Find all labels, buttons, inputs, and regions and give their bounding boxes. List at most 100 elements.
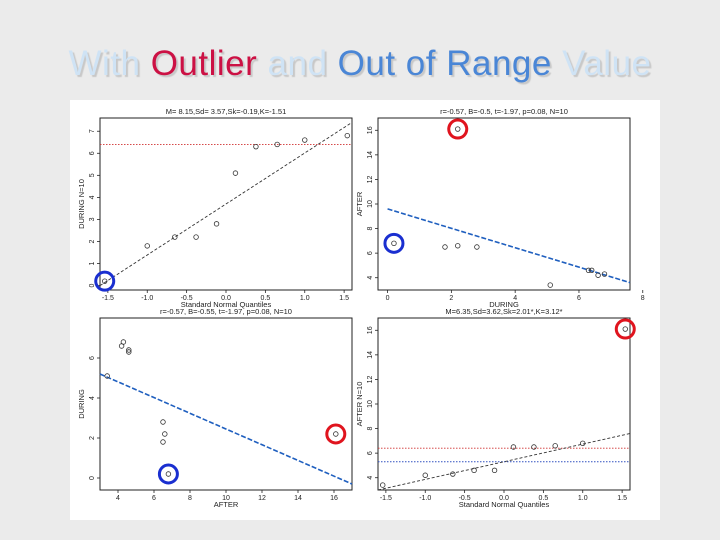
title-part-red: Outlier bbox=[150, 44, 258, 83]
x-tick-label: 1.0 bbox=[578, 495, 588, 502]
data-point bbox=[455, 243, 461, 249]
y-axis-label: AFTER bbox=[355, 191, 364, 216]
data-point bbox=[580, 440, 586, 447]
highlight-circle-blue bbox=[383, 232, 405, 254]
plot-title: M=6.35,Sd=3.62,Sk=2.01*,K=3.12* bbox=[445, 307, 562, 316]
data-point bbox=[595, 272, 601, 278]
x-tick-label: 0.5 bbox=[261, 295, 271, 302]
x-tick-label: -0.5 bbox=[181, 295, 193, 302]
fit-line bbox=[377, 433, 631, 491]
x-tick-label: 14 bbox=[294, 495, 302, 502]
x-tick-label: -1.0 bbox=[141, 295, 153, 302]
y-tick-label: 8 bbox=[367, 427, 374, 431]
x-tick-label: 6 bbox=[577, 295, 581, 302]
x-axis-label: AFTER bbox=[214, 500, 239, 509]
y-tick-label: 14 bbox=[367, 151, 374, 159]
y-tick-label: 14 bbox=[367, 351, 374, 359]
fit-line bbox=[99, 122, 353, 286]
data-point bbox=[442, 244, 448, 250]
title-part-plain: With bbox=[68, 44, 151, 83]
x-axis-label: DURING bbox=[489, 300, 519, 309]
data-point bbox=[172, 234, 178, 240]
data-point bbox=[450, 471, 456, 477]
data-point bbox=[144, 243, 150, 249]
title-part-plain: and bbox=[257, 44, 338, 83]
data-point bbox=[510, 444, 517, 450]
y-tick-label: 1 bbox=[89, 261, 96, 265]
data-point bbox=[391, 240, 397, 247]
data-point bbox=[471, 467, 477, 474]
data-point bbox=[380, 482, 386, 488]
x-tick-label: 1.0 bbox=[300, 295, 310, 302]
y-tick-label: 0 bbox=[89, 284, 96, 288]
data-point bbox=[126, 347, 132, 353]
y-tick-label: 10 bbox=[367, 200, 374, 208]
x-tick-label: 8 bbox=[188, 495, 192, 502]
data-point bbox=[422, 472, 428, 478]
highlight-circle-red bbox=[325, 423, 347, 445]
y-axis-label: AFTER N=10 bbox=[355, 382, 364, 427]
title-part-plain: Value bbox=[551, 44, 652, 83]
data-point bbox=[333, 431, 339, 437]
x-tick-label: -0.5 bbox=[459, 495, 471, 502]
y-tick-label: 6 bbox=[367, 451, 374, 455]
y-tick-label: 4 bbox=[89, 396, 96, 400]
data-point bbox=[274, 141, 280, 148]
x-tick-label: 4 bbox=[116, 495, 120, 502]
plot-title: M= 8.15,Sd= 3.57,Sk=-0.19,K=-1.51 bbox=[166, 107, 287, 116]
x-tick-label: 6 bbox=[152, 495, 156, 502]
x-tick-label: 0.0 bbox=[221, 295, 231, 302]
data-point bbox=[102, 278, 108, 284]
highlight-circle-blue bbox=[94, 270, 116, 292]
data-point bbox=[253, 143, 259, 150]
y-tick-label: 8 bbox=[367, 227, 374, 231]
x-tick-label: 16 bbox=[330, 495, 338, 502]
plot-frame bbox=[99, 317, 353, 491]
plot-title: r=-0.57, B=-0.5, t=-1.97, p=0.08, N=10 bbox=[440, 107, 568, 116]
x-tick-label: 4 bbox=[513, 295, 517, 302]
x-tick-label: 0.5 bbox=[539, 495, 549, 502]
x-tick-label: -1.5 bbox=[380, 495, 392, 502]
plot-frame bbox=[377, 117, 631, 291]
data-point bbox=[302, 137, 308, 143]
y-axis-label: DURING N=10 bbox=[77, 179, 86, 229]
data-point bbox=[552, 443, 558, 449]
x-tick-label: 8 bbox=[641, 295, 645, 302]
title-part-blue: Out of Range bbox=[337, 44, 552, 83]
y-tick-label: 4 bbox=[367, 276, 374, 280]
y-tick-label: 6 bbox=[367, 251, 374, 255]
y-tick-label: 2 bbox=[89, 436, 96, 440]
data-point bbox=[126, 349, 132, 355]
data-point bbox=[344, 132, 350, 139]
highlight-circle-red bbox=[614, 318, 636, 340]
x-axis-label: Standard Normal Quantiles bbox=[459, 500, 550, 509]
plot-frame bbox=[377, 317, 631, 491]
data-point bbox=[232, 170, 239, 176]
y-tick-label: 16 bbox=[367, 326, 374, 334]
y-tick-label: 16 bbox=[367, 126, 374, 134]
data-point bbox=[531, 444, 537, 450]
plot-title: r=-0.57, B=-0.55, t=-1.97, p=0.08, N=10 bbox=[160, 307, 292, 316]
data-point bbox=[622, 326, 628, 332]
y-axis-label: DURING bbox=[77, 389, 86, 419]
x-tick-label: -1.0 bbox=[419, 495, 431, 502]
y-tick-label: 4 bbox=[367, 476, 374, 480]
data-point bbox=[455, 126, 461, 132]
y-tick-label: 5 bbox=[89, 173, 96, 177]
data-point bbox=[491, 467, 498, 474]
data-point bbox=[160, 439, 166, 445]
y-tick-label: 2 bbox=[89, 239, 96, 243]
chart-top-right: r=-0.57, B=-0.5, t=-1.97, p=0.08, N=10 0 2… bbox=[355, 107, 645, 309]
highlight-circle-red bbox=[447, 118, 469, 140]
data-point bbox=[162, 431, 168, 437]
y-tick-label: 7 bbox=[89, 129, 96, 133]
data-point bbox=[547, 282, 553, 288]
x-tick-label: 1.5 bbox=[617, 495, 627, 502]
data-point bbox=[474, 244, 480, 250]
y-tick-label: 3 bbox=[89, 217, 96, 221]
data-point bbox=[585, 267, 592, 274]
y-tick-label: 6 bbox=[89, 356, 96, 360]
y-tick-label: 12 bbox=[367, 175, 374, 183]
slide-title: With Outlier and Out of Range Value bbox=[0, 44, 720, 84]
data-point bbox=[193, 234, 199, 240]
